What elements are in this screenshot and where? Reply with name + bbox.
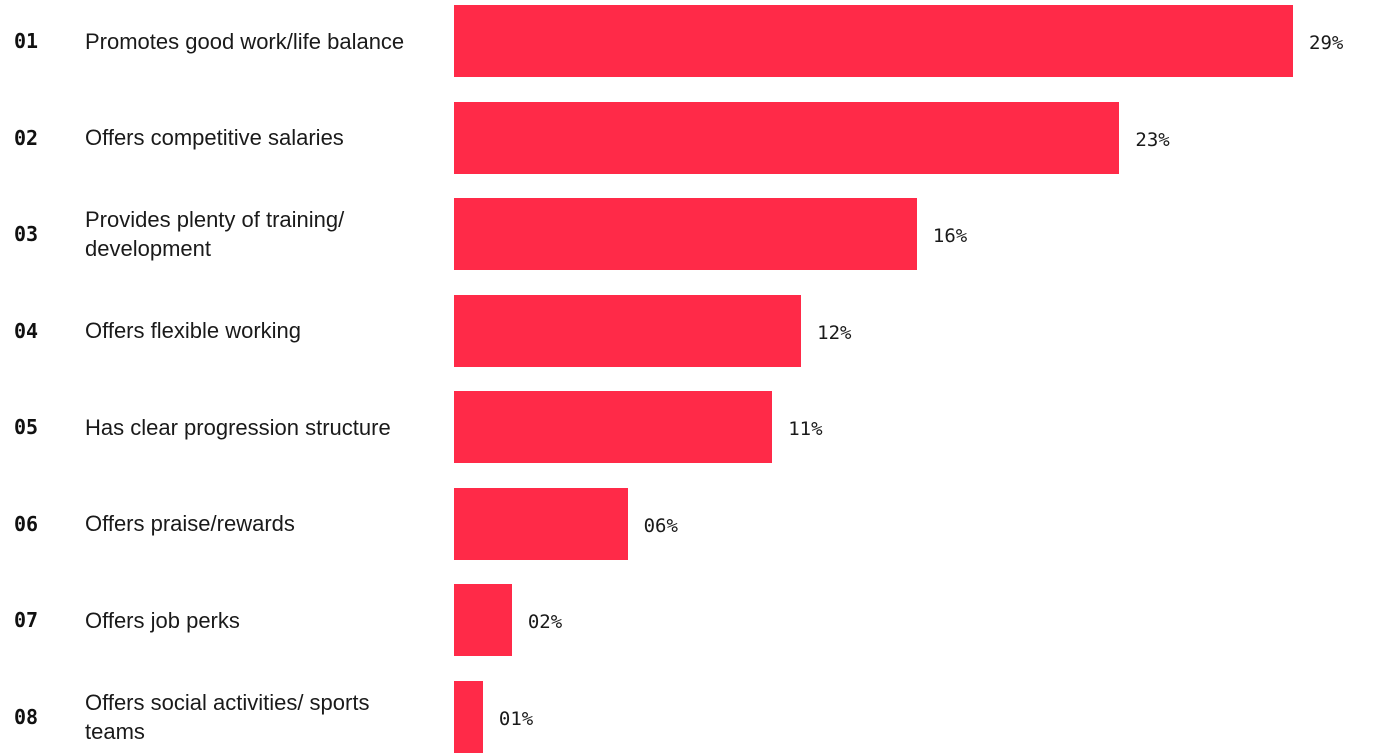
bar [454,391,773,463]
rank-number: 05 [14,415,39,439]
chart-row: 02 Offers competitive salaries 23% [0,101,1373,174]
bar [454,680,483,753]
category-label: Has clear progression structure [85,414,391,440]
chart-row: 07 Offers job perks 02% [0,584,1373,656]
chart-row: 01 Promotes good work/life balance 29% [0,5,1373,77]
chart-row: 03 Provides plenty of training/ developme… [0,198,1373,270]
bar [454,198,917,270]
value-label: 16% [932,225,968,247]
bar [454,584,512,656]
rank-number: 07 [14,608,39,632]
chart-row: 04 Offers flexible working 12% [0,294,1373,367]
category-label: Offers social activities/ sports teams [85,689,370,744]
value-label: 02% [527,611,563,633]
category-label: Offers praise/rewards [85,511,295,536]
category-label: Offers job perks [85,607,240,633]
value-label: 12% [817,321,852,344]
category-label: Offers competitive salaries [85,125,344,150]
rank-number: 06 [14,511,39,536]
chart-row: 06 Offers praise/rewards 06% [0,487,1373,560]
value-label: 23% [1135,128,1170,151]
value-label: 01% [498,707,534,730]
bar [454,5,1293,77]
chart-row: 05 Has clear progression structure 11% [0,391,1373,463]
rank-number: 03 [14,222,39,246]
category-label: Promotes good work/life balance [85,28,405,54]
category-label: Provides plenty of training/ development [85,207,345,261]
value-label: 06% [643,514,678,537]
rank-number: 02 [14,125,39,150]
category-label: Offers flexible working [85,318,302,343]
rank-number: 08 [14,704,39,729]
value-label: 11% [788,418,823,440]
rank-number: 04 [14,318,39,343]
bar [454,487,628,560]
rank-number: 01 [14,29,39,53]
bar [454,294,802,367]
chart-row: 08 Offers social activities/ sports teams… [0,680,1373,753]
bar [454,101,1120,174]
value-label: 29% [1309,32,1344,54]
